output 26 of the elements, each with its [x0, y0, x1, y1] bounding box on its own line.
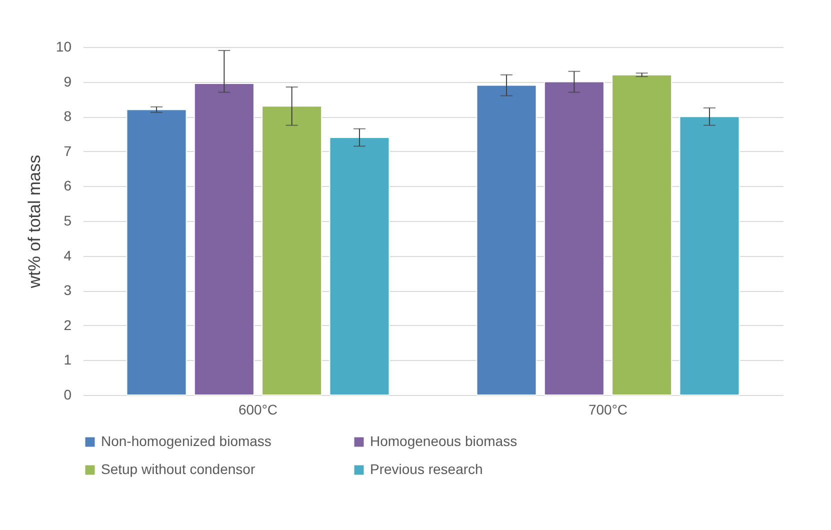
bar: [262, 106, 322, 396]
bar: [329, 136, 390, 396]
legend-label: Homogeneous biomass: [370, 433, 518, 449]
x-tick-label: 600°C: [238, 402, 278, 418]
y-tick-label: 6: [64, 178, 72, 194]
y-tick-label: 3: [64, 282, 72, 298]
legend-label: Non-homogenized biomass: [101, 433, 272, 449]
y-axis-title: wt% of total mass: [24, 154, 44, 290]
y-tick-label: 4: [64, 247, 72, 264]
y-tick-label: 7: [64, 142, 72, 159]
bar: [126, 109, 187, 396]
legend-label: Previous research: [370, 461, 483, 477]
bar: [476, 84, 537, 396]
y-tick-label: 9: [64, 73, 72, 90]
y-tick-label: 2: [64, 316, 72, 333]
bar: [194, 83, 254, 396]
y-tick-label: 5: [64, 212, 72, 228]
legend-label: Setup without condensor: [101, 461, 256, 477]
y-tick-label: 8: [64, 108, 72, 124]
bar: [544, 81, 604, 396]
y-tick-label: 1: [64, 352, 72, 368]
y-tick-label: 10: [56, 38, 72, 54]
bar: [679, 116, 740, 396]
x-tick-label: 700°C: [588, 402, 628, 418]
y-tick-label: 0: [64, 386, 72, 402]
bar: [612, 74, 672, 396]
